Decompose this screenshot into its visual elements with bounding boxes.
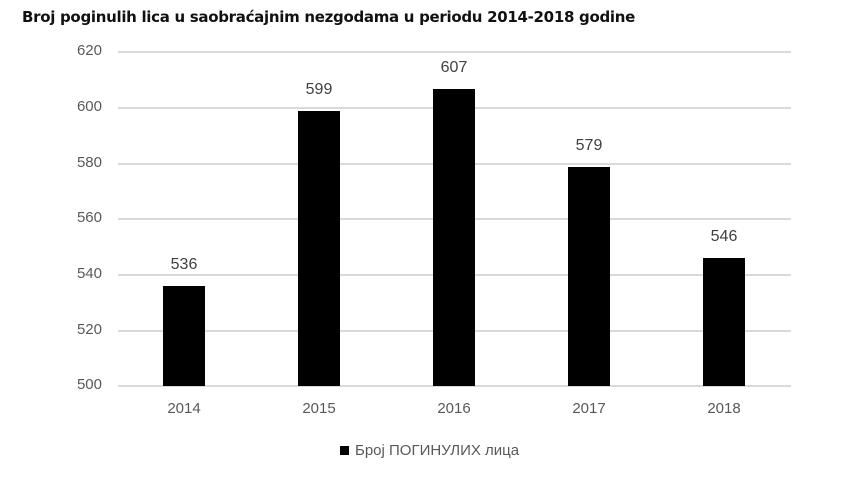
x-tick-label: 2018 bbox=[707, 400, 741, 417]
data-label-2014: 536 bbox=[170, 256, 198, 273]
y-tick-label: 620 bbox=[76, 42, 102, 59]
bar-2015 bbox=[298, 111, 340, 386]
gridline-620 bbox=[118, 51, 791, 53]
x-tick-label: 2016 bbox=[437, 400, 471, 417]
x-tick-label: 2017 bbox=[572, 400, 606, 417]
data-label-2017: 579 bbox=[575, 137, 603, 154]
legend-label: Број ПОГИНУЛИХ лица bbox=[355, 442, 520, 459]
y-tick-label: 600 bbox=[76, 98, 102, 115]
legend-swatch-icon bbox=[340, 446, 349, 455]
data-label-2016: 607 bbox=[440, 59, 468, 76]
gridline-500 bbox=[118, 385, 791, 387]
data-label-2015: 599 bbox=[305, 81, 333, 98]
data-label-2018: 546 bbox=[710, 228, 738, 245]
chart-title: Broj poginulih lica u saobraćajnim nezgo… bbox=[22, 8, 635, 26]
x-tick-label: 2014 bbox=[167, 400, 201, 417]
x-tick-label: 2015 bbox=[302, 400, 336, 417]
y-tick-label: 560 bbox=[76, 209, 102, 226]
bar-2018 bbox=[703, 258, 745, 386]
bar-2016 bbox=[433, 89, 475, 386]
y-tick-label: 500 bbox=[76, 376, 102, 393]
bar-2014 bbox=[163, 286, 205, 386]
y-tick-label: 580 bbox=[76, 154, 102, 171]
y-tick-label: 520 bbox=[76, 321, 102, 338]
bar-2017 bbox=[568, 167, 610, 386]
y-tick-label: 540 bbox=[76, 265, 102, 282]
legend: Број ПОГИНУЛИХ лица bbox=[340, 442, 519, 459]
